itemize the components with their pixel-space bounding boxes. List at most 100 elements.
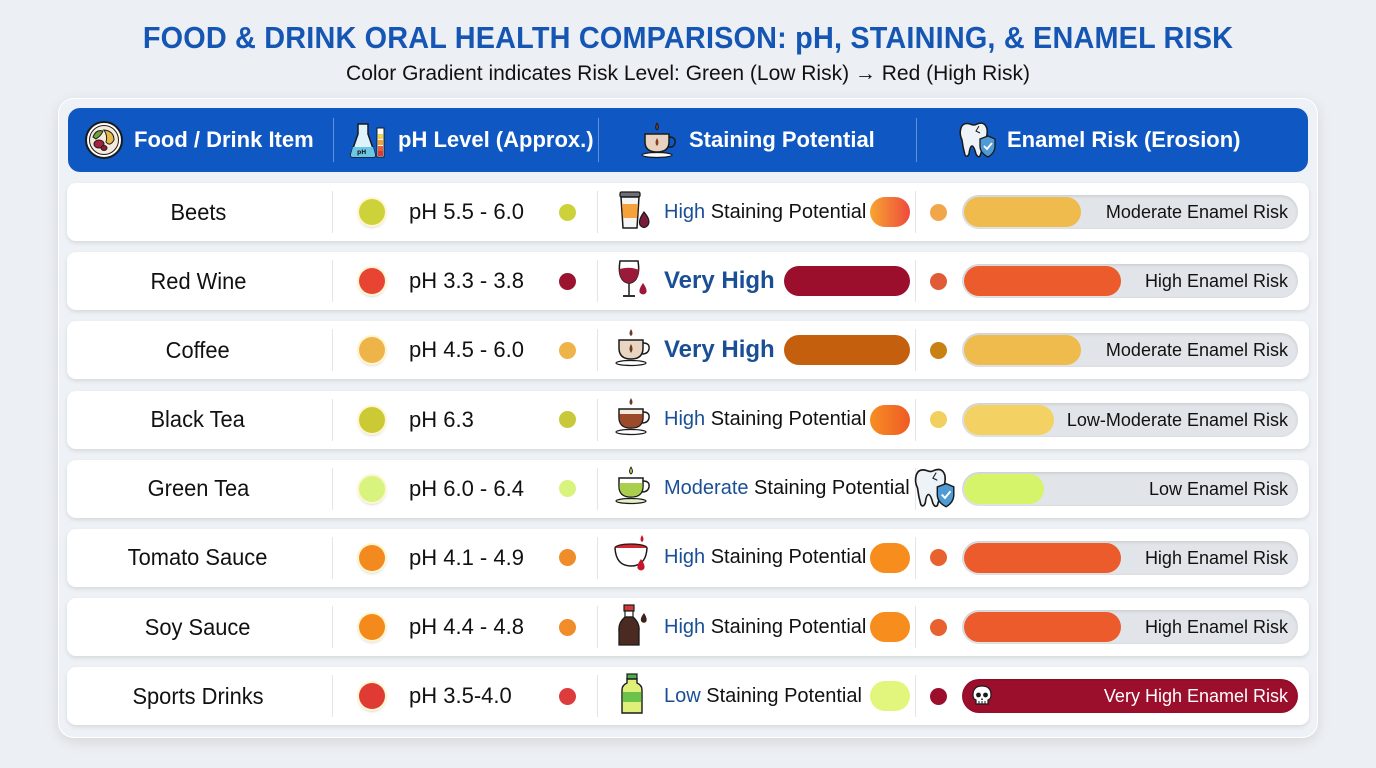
ph-cell: pH 4.5 - 6.0	[333, 321, 598, 379]
ph-cell: pH 4.1 - 4.9	[333, 529, 598, 587]
staining-suffix: Staining Potential	[700, 684, 862, 707]
sauce-bowl-icon	[612, 533, 664, 582]
cell-divider	[597, 675, 598, 718]
item-name: Black Tea	[150, 406, 246, 433]
ph-value: pH 6.3	[409, 406, 474, 432]
enamel-cell: High Enamel Risk	[916, 529, 1307, 587]
ph-risk-dot	[559, 480, 576, 498]
ph-cell: pH 6.0 - 6.4	[333, 460, 598, 518]
green-tea-cup-icon	[612, 464, 664, 513]
staining-text: High Staining Potential	[664, 201, 866, 224]
header-divider	[333, 118, 334, 162]
staining-cell: Moderate Staining Potential	[598, 460, 916, 518]
staining-indicator	[870, 197, 910, 227]
ph-indicator-dot	[359, 683, 385, 710]
enamel-risk-dot	[930, 549, 947, 567]
staining-level: High	[664, 615, 706, 638]
cell-divider	[332, 675, 333, 718]
header-divider	[598, 118, 599, 162]
coffee-cup-icon	[641, 122, 676, 159]
enamel-risk-label: Low Enamel Risk	[1148, 478, 1288, 499]
staining-level: Low	[664, 684, 701, 707]
enamel-risk-fill	[964, 197, 1081, 227]
ph-risk-dot	[559, 203, 576, 221]
enamel-risk-bar: Very High Enamel Risk	[962, 679, 1298, 714]
table-row: Sports Drinks pH 3.5-4.0 Low Staining Po…	[67, 667, 1309, 726]
enamel-risk-fill	[964, 681, 1296, 712]
enamel-risk-dot	[930, 272, 947, 290]
ph-indicator-dot	[359, 337, 385, 364]
enamel-risk-bar: Low Enamel Risk	[962, 471, 1298, 506]
cell-divider	[597, 606, 598, 649]
ph-indicator-dot	[359, 199, 385, 225]
food-plate-icon	[85, 121, 123, 159]
enamel-risk-fill	[964, 473, 1044, 504]
staining-cell: High Staining Potential	[598, 391, 916, 449]
enamel-cell: Low Enamel Risk	[914, 460, 1307, 518]
column-header-label: Enamel Risk (Erosion)	[1007, 127, 1241, 152]
ph-value: pH 4.5 - 6.0	[409, 337, 524, 363]
item-cell: Red Wine	[67, 252, 333, 310]
enamel-risk-label: High Enamel Risk	[1144, 271, 1288, 292]
enamel-risk-bar: Moderate Enamel Risk	[962, 195, 1298, 229]
skull-icon	[972, 685, 992, 705]
enamel-risk-bar: High Enamel Risk	[962, 610, 1298, 645]
column-header-label: Staining Potential	[689, 127, 875, 152]
enamel-cell: Moderate Enamel Risk	[916, 183, 1307, 241]
svg-text:pH: pH	[357, 149, 366, 156]
enamel-risk-label: Moderate Enamel Risk	[1105, 340, 1288, 361]
ph-value: pH 4.4 - 4.8	[409, 614, 524, 640]
staining-indicator	[784, 266, 910, 297]
cell-divider	[915, 191, 916, 233]
enamel-risk-bar: Low-Moderate Enamel Risk	[962, 402, 1298, 437]
staining-level: Very High	[664, 336, 775, 364]
staining-suffix: Staining Potential	[705, 546, 867, 569]
enamel-cell: High Enamel Risk	[916, 252, 1307, 310]
ph-risk-dot	[559, 341, 576, 359]
item-cell: Black Tea	[67, 391, 333, 449]
ph-cell: pH 4.4 - 4.8	[333, 598, 598, 656]
staining-indicator	[870, 404, 910, 435]
cell-divider	[915, 398, 916, 441]
staining-cell: Very High	[598, 252, 916, 310]
item-cell: Soy Sauce	[67, 598, 333, 656]
cell-divider	[597, 398, 598, 441]
cell-divider	[915, 467, 916, 510]
item-cell: Beets	[67, 183, 333, 241]
column-header-staining: Staining Potential	[599, 108, 917, 172]
staining-suffix: Staining Potential	[705, 615, 867, 638]
cell-divider	[597, 329, 598, 372]
soy-bottle-icon	[612, 603, 664, 652]
enamel-risk-fill	[964, 266, 1122, 297]
cell-divider	[332, 329, 333, 372]
staining-indicator	[870, 542, 910, 573]
item-name: Sports Drinks	[132, 682, 264, 709]
staining-indicator	[870, 681, 910, 712]
table-row: Tomato Sauce pH 4.1 - 4.9 High Staining …	[67, 528, 1309, 587]
ph-risk-dot	[559, 618, 576, 636]
item-cell: Sports Drinks	[67, 667, 333, 725]
ph-risk-dot	[559, 549, 576, 567]
ph-indicator-dot	[359, 614, 385, 641]
staining-cell: High Staining Potential	[598, 529, 916, 587]
sports-bottle-icon	[612, 672, 664, 721]
column-header-enamel: Enamel Risk (Erosion)	[917, 108, 1308, 172]
table-row: Beets pH 5.5 - 6.0 High Staining Potenti…	[67, 183, 1309, 241]
enamel-risk-bar: Moderate Enamel Risk	[962, 333, 1298, 368]
table-row: Red Wine pH 3.3 - 3.8 Very High High Ena…	[67, 252, 1309, 311]
staining-level: High	[664, 546, 706, 569]
ph-cell: pH 3.3 - 3.8	[333, 252, 598, 310]
staining-cell: Low Staining Potential	[598, 667, 916, 725]
staining-suffix: Staining Potential	[705, 408, 867, 431]
item-name: Tomato Sauce	[128, 544, 268, 571]
staining-text: High Staining Potential	[664, 408, 866, 431]
header-divider	[916, 118, 917, 162]
ph-risk-dot	[559, 687, 576, 705]
coffee-cup-icon	[612, 326, 664, 375]
staining-cell: High Staining Potential	[598, 598, 916, 656]
column-header-ph: pH pH Level (Approx.)	[334, 108, 599, 172]
cell-divider	[332, 398, 333, 441]
item-cell: Tomato Sauce	[67, 529, 333, 587]
staining-text: Very High	[664, 267, 775, 295]
page-title: FOOD & DRINK ORAL HEALTH COMPARISON: pH,…	[142, 20, 1234, 55]
